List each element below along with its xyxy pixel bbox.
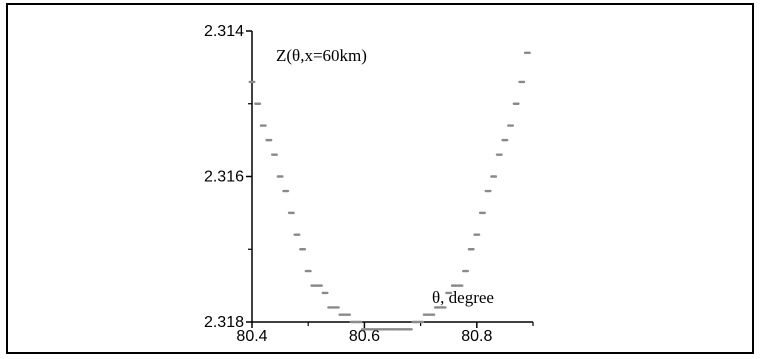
data-point	[389, 328, 396, 331]
chart-frame	[6, 3, 754, 354]
data-point	[490, 175, 498, 178]
data-point	[282, 189, 290, 193]
data-point	[411, 320, 419, 324]
data-point	[276, 175, 284, 178]
data-point	[439, 306, 447, 309]
data-point	[287, 211, 295, 215]
data-point	[428, 313, 436, 316]
data-point	[349, 320, 357, 324]
data-point	[259, 124, 267, 127]
data-point	[265, 138, 273, 142]
data-point	[445, 291, 453, 295]
data-point	[355, 320, 363, 324]
data-point	[254, 102, 262, 105]
x-tick-label: 80.4	[236, 328, 267, 345]
data-point	[304, 269, 312, 273]
data-point	[518, 80, 526, 84]
data-point	[495, 153, 503, 156]
data-point	[467, 248, 475, 251]
data-point	[372, 328, 380, 331]
data-point	[422, 313, 430, 316]
data-points	[248, 51, 531, 331]
data-point	[478, 211, 486, 215]
data-point	[377, 328, 385, 331]
data-point	[383, 328, 391, 331]
data-point	[417, 320, 425, 324]
data-point	[332, 306, 340, 309]
data-point	[310, 284, 318, 287]
data-point	[433, 306, 441, 309]
data-point	[512, 102, 520, 105]
data-point	[400, 328, 408, 331]
x-tick-label: 80.6	[349, 328, 380, 345]
data-point	[315, 284, 323, 287]
data-point	[523, 51, 531, 55]
data-point	[248, 80, 256, 84]
data-point	[405, 328, 413, 331]
data-point	[344, 313, 352, 316]
x-tick-label: 80.8	[461, 328, 492, 345]
data-point	[270, 153, 278, 156]
annotation-series-label: Z(θ,x=60km)	[276, 46, 367, 65]
data-point	[321, 291, 329, 295]
annotation-axis-label: θ, degree	[432, 288, 494, 307]
data-point	[501, 138, 509, 142]
data-point	[327, 306, 335, 309]
y-tick-label: 2.314	[204, 23, 244, 40]
data-point	[507, 124, 515, 127]
data-point	[366, 328, 374, 331]
y-tick-label: 2.316	[204, 169, 244, 186]
data-point	[484, 189, 492, 193]
data-point	[299, 248, 307, 251]
data-point	[338, 313, 346, 316]
data-point	[360, 328, 368, 331]
data-point	[456, 284, 464, 287]
data-point	[293, 233, 301, 236]
data-point	[473, 233, 481, 236]
data-point	[450, 284, 458, 287]
data-point	[394, 328, 402, 331]
data-point	[462, 269, 470, 273]
y-tick-label: 2.318	[204, 314, 244, 331]
